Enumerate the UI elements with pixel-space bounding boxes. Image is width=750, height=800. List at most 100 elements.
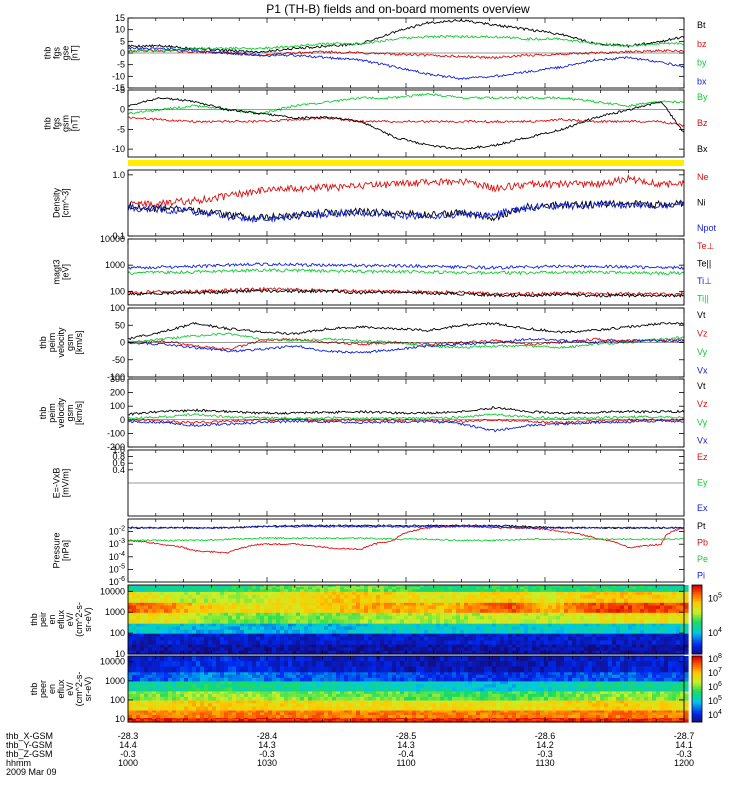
spectrogram-cell xyxy=(212,626,217,631)
spectrogram-cell xyxy=(468,612,473,617)
spectrogram-cell xyxy=(492,587,497,590)
spectrogram-cell xyxy=(140,715,145,719)
spectrogram-cell xyxy=(208,719,213,722)
spectrogram-cell xyxy=(348,640,353,645)
spectrogram-cell xyxy=(200,674,205,679)
spectrogram-cell xyxy=(488,615,493,620)
spectrogram-cell xyxy=(504,640,509,645)
spectrogram-cell xyxy=(304,666,309,673)
spectrogram-cell xyxy=(240,602,245,607)
spectrogram-cell xyxy=(260,585,265,588)
spectrogram-cell xyxy=(448,626,453,631)
spectrogram-cell xyxy=(560,640,565,645)
spectrogram-cell xyxy=(176,684,181,689)
spectrogram-cell xyxy=(224,623,229,627)
spectrogram-cell xyxy=(392,671,397,676)
spectrogram-cell xyxy=(512,589,517,592)
spectrogram-cell xyxy=(284,699,289,704)
spectrogram-cell xyxy=(472,636,477,641)
spectrogram-cell xyxy=(336,699,341,704)
spectrogram-cell xyxy=(140,591,145,596)
spectrogram-cell xyxy=(284,629,289,634)
spectrogram-cell xyxy=(268,647,273,652)
spectrogram-cell xyxy=(556,587,561,590)
spectrogram-cell xyxy=(208,677,213,682)
spectrogram-cell xyxy=(224,591,229,596)
spectrogram-cell xyxy=(392,674,397,679)
spectrogram-cell xyxy=(356,684,361,689)
spectrogram-cell xyxy=(152,644,157,648)
spectrogram-cell xyxy=(368,666,373,673)
spectrogram-cell xyxy=(228,640,233,645)
spectrogram-cell xyxy=(296,696,301,701)
spectrogram-cell xyxy=(220,591,225,596)
spectrogram-cell xyxy=(220,680,225,685)
spectrogram-cell xyxy=(248,720,253,723)
spectrogram-cell xyxy=(256,598,261,603)
spectrogram-cell xyxy=(456,587,461,590)
spectrogram-cell xyxy=(264,699,269,704)
spectrogram-cell xyxy=(376,629,381,634)
spectrogram-cell xyxy=(388,661,393,667)
spectrogram-cell xyxy=(276,684,281,689)
spectrogram-cell xyxy=(340,677,345,682)
spectrogram-cell xyxy=(356,640,361,645)
spectrogram-cell xyxy=(220,629,225,634)
spectrogram-cell xyxy=(416,647,421,652)
spectrogram-cell xyxy=(280,703,285,708)
spectrogram-cell xyxy=(228,712,233,716)
spectrogram-cell xyxy=(444,629,449,634)
spectrogram-cell xyxy=(312,719,317,722)
spectrogram-cell xyxy=(496,629,501,634)
spectrogram-cell xyxy=(588,608,593,613)
spectrogram-cell xyxy=(480,633,485,638)
spectrogram-cell xyxy=(352,674,357,679)
spectrogram-cell xyxy=(160,666,165,673)
spectrogram-cell xyxy=(300,656,305,662)
spectrogram-cell xyxy=(668,585,673,588)
spectrogram-cell xyxy=(208,666,213,673)
spectrogram-cell xyxy=(172,693,177,698)
colorbar-tick-label: 105 xyxy=(708,593,722,604)
spectrogram-cell xyxy=(184,629,189,634)
colorbar-swatch xyxy=(692,617,702,620)
spectrogram-cell xyxy=(456,636,461,641)
spectrogram-cell xyxy=(504,615,509,620)
spectrogram-cell xyxy=(316,629,321,634)
spectrogram-cell xyxy=(288,693,293,698)
spectrogram-cell xyxy=(144,608,149,613)
spectrogram-cell xyxy=(172,594,177,600)
spectrogram-cell xyxy=(400,594,405,600)
spectrogram-cell xyxy=(348,594,353,600)
spectrogram-cell xyxy=(512,623,517,627)
spectrogram-cell xyxy=(196,587,201,590)
spectrogram-cell xyxy=(512,608,517,613)
spectrogram-cell xyxy=(212,666,217,673)
spectrogram-cell xyxy=(340,640,345,645)
y-axis-label: Pressure xyxy=(52,532,62,568)
spectrogram-cell xyxy=(640,605,645,610)
spectrogram-cell xyxy=(292,647,297,652)
spectrogram-cell xyxy=(300,715,305,719)
spectrogram-cell xyxy=(572,636,577,641)
spectrogram-cell xyxy=(340,615,345,620)
y-tick-label: 5 xyxy=(120,85,125,95)
spectrogram-cell xyxy=(512,591,517,596)
spectrogram-cell xyxy=(424,589,429,592)
spectrogram-cell xyxy=(568,615,573,620)
spectrogram-cell xyxy=(252,717,257,720)
spectrogram-cell xyxy=(432,626,437,631)
colorbar-swatch xyxy=(692,649,702,653)
spectrogram-cell xyxy=(664,608,669,613)
spectrogram-cell xyxy=(512,626,517,631)
colorbar-swatch xyxy=(692,598,702,602)
y-tick-label: 10-4 xyxy=(109,551,125,562)
spectrogram-cell xyxy=(320,615,325,620)
spectrogram-cell xyxy=(400,598,405,603)
y-tick-label: 0.8 xyxy=(112,452,125,462)
spectrogram-cell xyxy=(348,644,353,648)
spectrogram-cell xyxy=(312,623,317,627)
spectrogram-cell xyxy=(496,647,501,652)
spectrogram-cell xyxy=(424,636,429,641)
spectrogram-cell xyxy=(340,656,345,662)
